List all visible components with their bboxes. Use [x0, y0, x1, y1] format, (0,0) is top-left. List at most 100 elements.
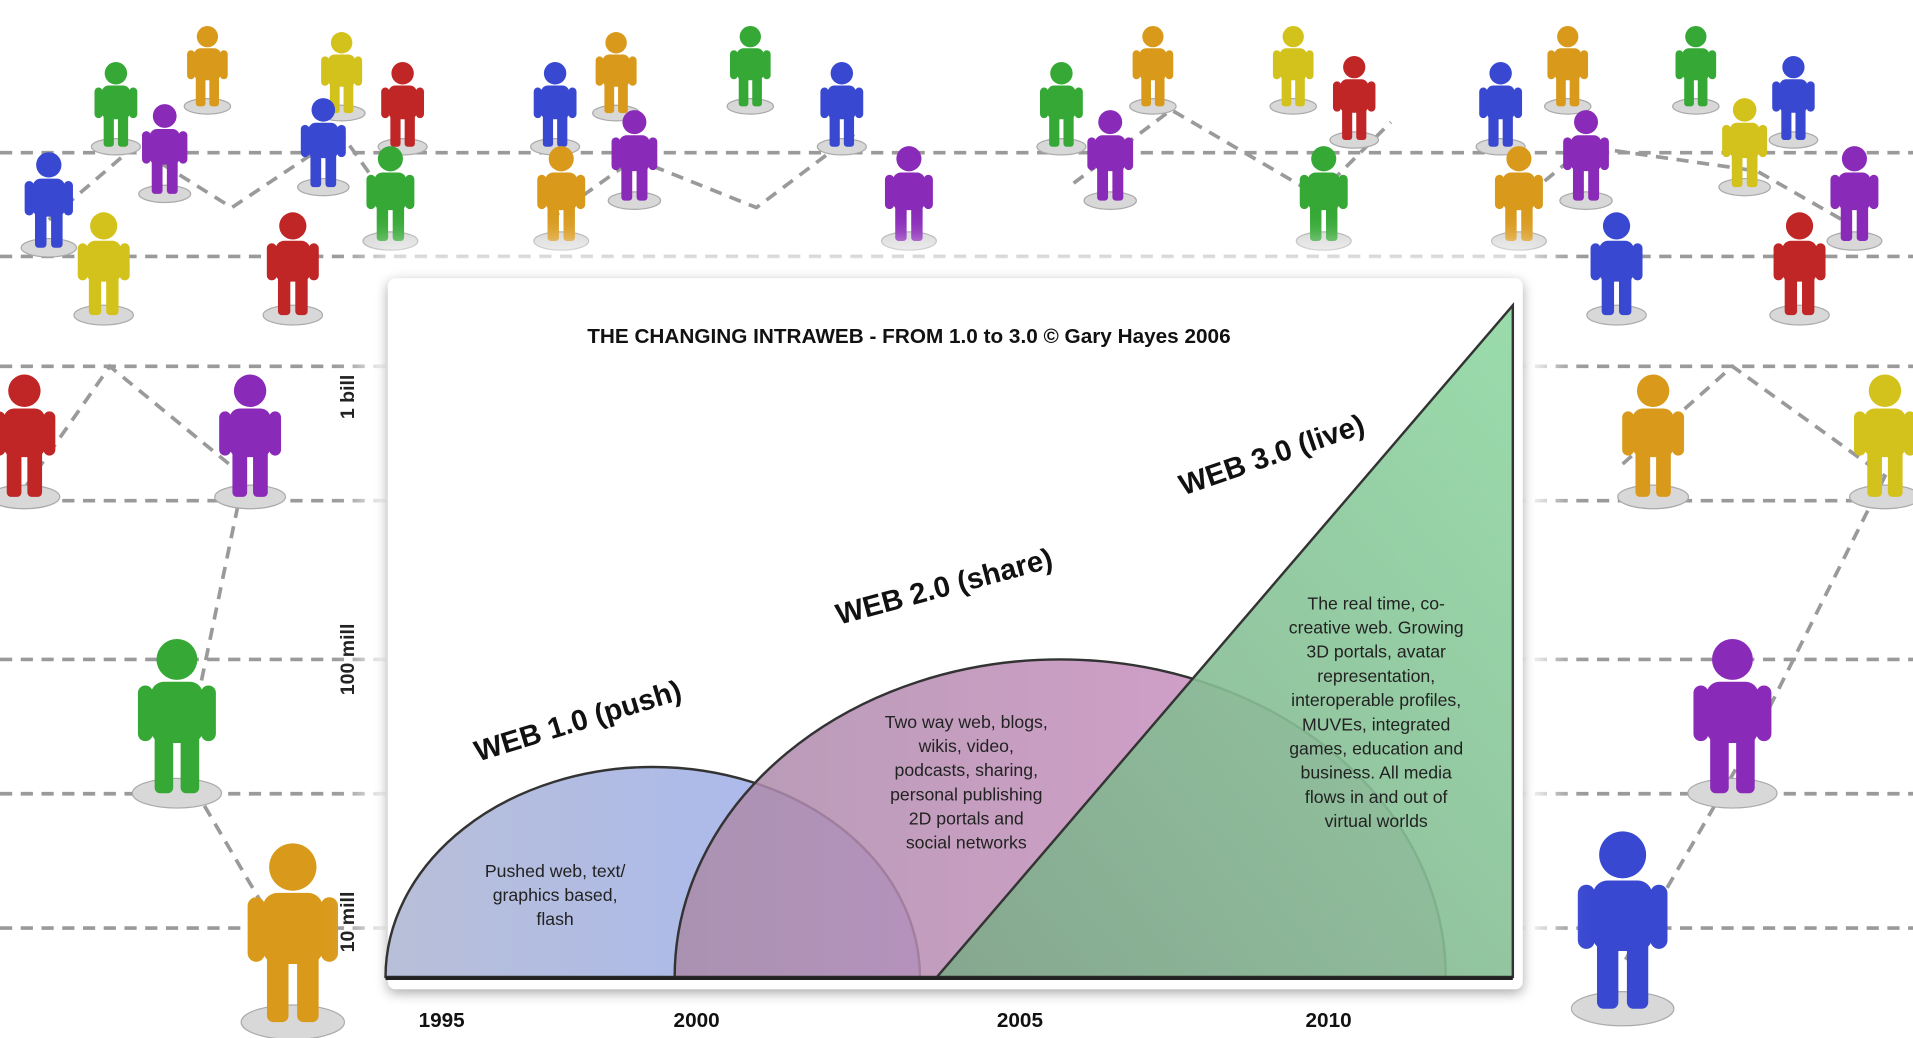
person-arm — [1578, 885, 1595, 949]
person-arm — [321, 56, 329, 85]
person-head — [1283, 26, 1304, 47]
person-body — [1503, 172, 1535, 210]
person-arm — [1547, 50, 1555, 79]
y-axis-label: 10 mill — [337, 892, 359, 953]
phase-description: wikis, video, — [918, 736, 1014, 756]
phase-description: business. All media — [1301, 763, 1452, 783]
person — [1560, 110, 1612, 209]
person-arm — [649, 137, 658, 170]
person-head — [1098, 110, 1122, 134]
person — [1476, 62, 1525, 155]
person-arm — [1622, 411, 1634, 455]
person-body — [545, 172, 577, 210]
person — [1688, 639, 1777, 808]
person-arm — [855, 88, 863, 119]
person-body — [828, 86, 857, 120]
person-body — [1280, 48, 1307, 80]
person — [1719, 98, 1770, 196]
person-base — [1719, 179, 1770, 196]
person-arm — [568, 88, 576, 119]
person-arm — [1333, 81, 1341, 111]
person-body — [263, 893, 323, 964]
person-body — [229, 408, 270, 457]
person-arm — [1722, 125, 1731, 157]
person-body — [150, 129, 180, 165]
person — [882, 146, 937, 250]
x-axis-label: 2000 — [674, 1009, 720, 1032]
person — [1037, 62, 1086, 155]
person-arm — [1040, 88, 1048, 119]
phase-description: 3D portals, avatar — [1306, 642, 1446, 662]
person-arm — [405, 175, 414, 209]
person-arm — [1124, 137, 1133, 170]
person-body — [1047, 86, 1076, 120]
person-arm — [78, 243, 88, 280]
person-arm — [1075, 88, 1083, 119]
person — [1270, 26, 1316, 114]
phase-description: podcasts, sharing, — [895, 760, 1038, 780]
person-head — [1574, 110, 1598, 134]
person-arm — [220, 50, 228, 79]
x-axis-label: 2010 — [1306, 1009, 1352, 1032]
person-body — [308, 123, 338, 158]
person-body — [1486, 86, 1515, 120]
person-arm — [267, 243, 277, 280]
person — [531, 62, 580, 155]
phase-description: Pushed web, text/ — [485, 861, 626, 881]
person-head — [544, 62, 566, 84]
person-head — [1343, 56, 1365, 78]
person-body — [1782, 241, 1817, 282]
person-arm — [309, 243, 319, 280]
person-arm — [25, 181, 34, 216]
person-arm — [1087, 137, 1096, 170]
person-head — [1489, 62, 1511, 84]
person-arm — [1672, 411, 1684, 455]
person-arm — [537, 175, 546, 209]
person-base — [1618, 485, 1689, 509]
person-body — [151, 682, 203, 743]
person-arm — [1534, 175, 1543, 209]
person-head — [896, 146, 921, 171]
person-body — [1571, 135, 1602, 171]
person-base — [298, 179, 349, 196]
person-arm — [64, 181, 73, 216]
person-arm — [1367, 81, 1375, 111]
person-body — [1095, 135, 1126, 171]
person-arm — [1300, 175, 1309, 209]
person-arm — [1591, 243, 1601, 280]
person — [74, 212, 133, 325]
person-base — [1330, 132, 1379, 148]
person-base — [1492, 232, 1547, 250]
person — [593, 32, 640, 121]
person-arm — [248, 897, 265, 962]
x-axis-label: 2005 — [997, 1009, 1043, 1032]
person-arm — [1830, 175, 1839, 209]
person-body — [328, 54, 355, 86]
person-head — [378, 146, 403, 171]
person-base — [74, 305, 133, 325]
person-body — [1340, 79, 1368, 112]
person — [0, 375, 60, 509]
phase-description: graphics based, — [493, 885, 618, 905]
person-head — [1712, 639, 1753, 680]
person-body — [4, 408, 45, 457]
person-arm — [201, 685, 216, 741]
person-arm — [337, 125, 346, 157]
y-axis-label: 1 bill — [337, 375, 359, 419]
person-arm — [381, 88, 389, 119]
person-head — [312, 98, 336, 122]
person-arm — [416, 88, 424, 119]
person — [534, 146, 589, 250]
person — [1492, 146, 1547, 250]
person-base — [1560, 192, 1612, 209]
person-arm — [142, 131, 151, 163]
person-arm — [576, 175, 585, 209]
person-base — [1770, 305, 1829, 325]
person-arm — [1869, 175, 1878, 209]
person-base — [1037, 139, 1086, 155]
person — [139, 104, 191, 202]
person-head — [153, 104, 177, 128]
phase-description: The real time, co- — [1307, 593, 1445, 613]
person-head — [1557, 26, 1578, 47]
person-head — [1685, 26, 1706, 47]
